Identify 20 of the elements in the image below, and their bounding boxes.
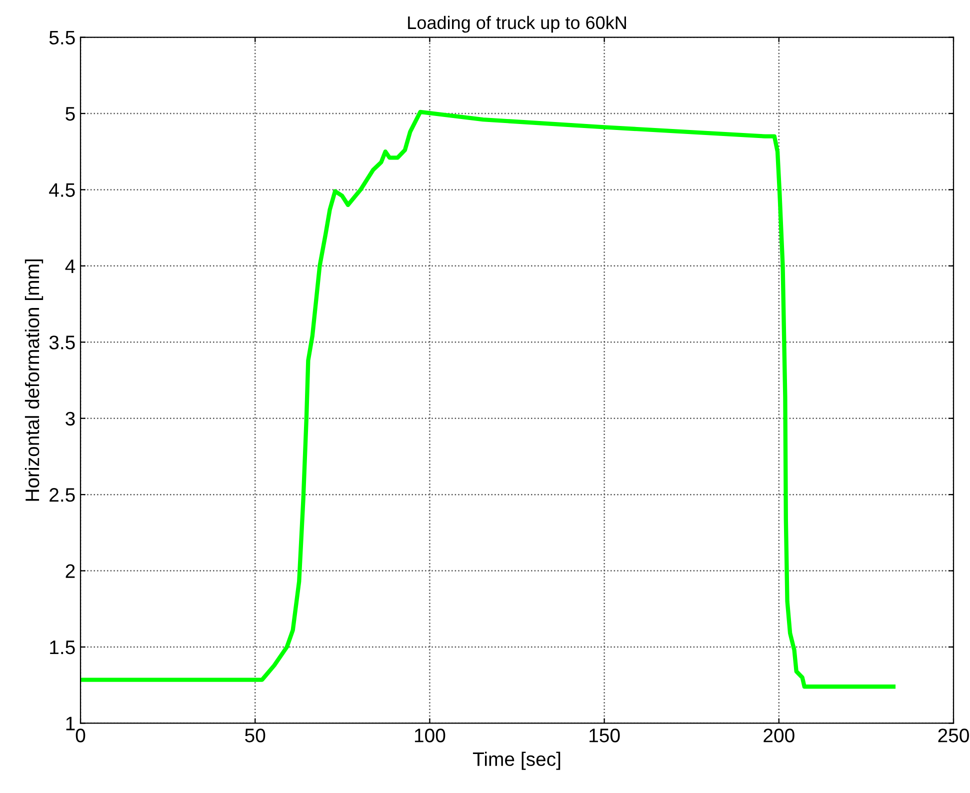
y-axis-title: Horizontal deformation [mm] [24,260,44,501]
x-tick-label: 50 [245,728,266,742]
x-axis-title: Time [sec] [472,752,560,770]
y-tick-label: 5 [66,107,75,121]
chart-title: Loading of truck up to 60kN [408,16,626,33]
x-tick-label: 150 [590,728,620,742]
y-tick-label: 3.5 [49,336,75,350]
y-tick-label: 1.5 [50,640,75,654]
y-tick-label: 2.5 [50,488,75,502]
y-tick-label: 1 [66,716,75,730]
y-tick-label: 3 [66,412,75,426]
x-tick-label: 250 [938,728,969,742]
line-series [80,110,896,689]
y-tick-label: 5.5 [49,30,75,45]
y-tick-label: 4 [65,260,76,273]
x-tick-label: 200 [764,728,794,742]
y-tick-label: 2 [66,564,75,578]
x-tick-label: 100 [414,728,446,742]
x-tick-label: 0 [76,728,86,742]
y-tick-label: 4.5 [49,183,75,197]
